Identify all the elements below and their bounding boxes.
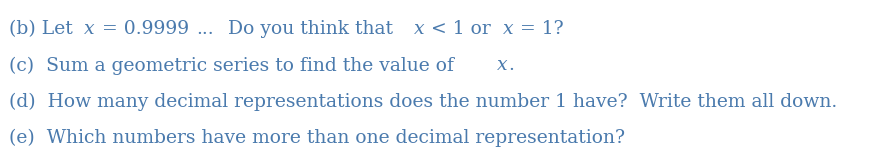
Text: x: x	[84, 20, 95, 38]
Text: = 0.9999: = 0.9999	[96, 20, 189, 38]
Text: x: x	[496, 57, 507, 74]
Text: (e)  Which numbers have more than one decimal representation?: (e) Which numbers have more than one dec…	[9, 129, 624, 147]
Text: .: .	[508, 57, 514, 74]
Text: Do you think that: Do you think that	[215, 20, 399, 38]
Text: (d)  How many decimal representations does the number 1 have?  Write them all do: (d) How many decimal representations doe…	[9, 93, 836, 111]
Text: (b) Let: (b) Let	[9, 20, 79, 38]
Text: = 1?: = 1?	[514, 20, 563, 38]
Text: x: x	[413, 20, 424, 38]
Text: (c)  Sum a geometric series to find the value of: (c) Sum a geometric series to find the v…	[9, 57, 460, 75]
Text: ...: ...	[197, 20, 214, 38]
Text: x: x	[502, 20, 513, 38]
Text: < 1 or: < 1 or	[425, 20, 496, 38]
